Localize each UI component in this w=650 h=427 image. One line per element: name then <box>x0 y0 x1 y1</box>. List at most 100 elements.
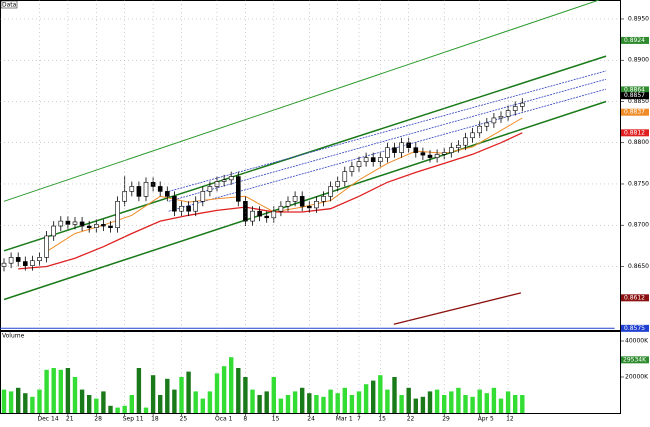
candle-body <box>498 116 504 119</box>
volume-marker <box>621 356 649 364</box>
volume-bar <box>221 366 227 413</box>
candle-body <box>292 196 298 202</box>
candle-body <box>193 201 198 212</box>
candle-body <box>470 132 475 139</box>
x-tick-label: 25 <box>180 416 188 423</box>
volume-bar <box>427 391 433 413</box>
volume-bar <box>406 387 411 413</box>
volume-bar <box>385 389 390 413</box>
price-panel <box>0 0 621 331</box>
x-tick-label: 28 <box>94 416 102 423</box>
y-tick-label: 0.8700 <box>628 222 649 229</box>
x-tick-label: 12 <box>506 416 514 423</box>
volume-bar <box>243 377 248 413</box>
candle-body <box>101 224 106 227</box>
volume-bar <box>321 396 326 413</box>
price-marker-label: 0.8812 <box>624 129 645 136</box>
candle-body <box>363 157 369 162</box>
candle-body <box>115 201 120 229</box>
x-tick-label: 15 <box>272 416 280 423</box>
volume-bar <box>413 398 418 413</box>
candle-body <box>165 191 170 197</box>
candle-body <box>22 261 28 266</box>
candle-body <box>463 137 468 146</box>
candle-body <box>236 176 241 202</box>
x-tick-label: 15 <box>378 416 386 423</box>
candle-body <box>377 157 383 162</box>
x-tick-label: Dec 14 <box>38 416 59 423</box>
candle-body <box>65 220 71 225</box>
candle-body <box>413 147 419 153</box>
volume-bar <box>271 377 276 413</box>
candle-body <box>136 186 142 197</box>
volume-bar <box>307 393 312 413</box>
volume-marker-label: 29534K <box>623 356 647 363</box>
candle-body <box>456 144 461 148</box>
candle-body <box>200 191 206 202</box>
candle-body <box>505 110 511 117</box>
volume-bar <box>278 398 284 413</box>
candle-body <box>79 221 85 227</box>
candle-body <box>321 196 326 202</box>
x-tick-label: Oca 1 <box>215 416 233 423</box>
volume-bar <box>165 378 170 413</box>
candle-body <box>129 186 135 192</box>
volume-bar <box>491 387 497 413</box>
volume-bar <box>200 398 205 413</box>
volume-bar <box>456 387 461 413</box>
volume-bar <box>378 375 383 413</box>
volume-bar <box>484 393 489 413</box>
price-marker-label: 0.8857 <box>624 92 645 99</box>
candle-body <box>44 235 49 258</box>
volume-bar <box>122 405 127 413</box>
volume-bar <box>520 395 525 413</box>
volume-bar <box>214 373 220 413</box>
volume-bar <box>498 398 504 413</box>
volume-bar <box>399 395 404 413</box>
volume-panel <box>0 331 621 414</box>
volume-bar <box>229 357 234 413</box>
candle-body <box>257 210 262 217</box>
price-marker-label: 0.8864 <box>624 86 645 93</box>
candle-body <box>271 210 277 219</box>
volume-bar <box>363 384 369 413</box>
candle-body <box>491 117 497 124</box>
volume-bar <box>371 380 376 413</box>
price-marker-label: 0.8924 <box>624 37 645 44</box>
volume-bar <box>257 395 262 413</box>
volume-bar <box>449 391 454 413</box>
candle-body <box>484 122 490 127</box>
volume-bar <box>179 377 184 413</box>
volume-bar <box>328 389 333 413</box>
y-tick-label: 0.8900 <box>628 57 649 64</box>
panel-title-box <box>0 0 18 9</box>
volume-tick-label: 40000K <box>625 338 649 345</box>
volume-bar <box>236 368 241 413</box>
volume-bar <box>186 371 191 413</box>
candle-body <box>143 182 149 197</box>
volume-bar <box>37 389 42 413</box>
price-marker <box>621 108 649 116</box>
candle-body <box>349 166 355 172</box>
candle-body <box>314 201 319 209</box>
candle-body <box>328 186 333 197</box>
overlay-line <box>393 292 522 325</box>
volume-bar <box>470 396 475 413</box>
volume-bar <box>193 391 198 413</box>
volume-bar <box>44 369 49 413</box>
volume-bar <box>150 375 156 413</box>
price-marker <box>621 86 649 94</box>
candle-body <box>243 201 248 222</box>
volume-bar <box>58 369 63 413</box>
overlay-line <box>168 78 607 202</box>
candle-body <box>519 102 525 107</box>
candle-body <box>427 154 433 158</box>
candle-body <box>172 196 177 212</box>
volume-bar <box>442 395 447 413</box>
volume-tick-label: 20000K <box>625 374 649 381</box>
candle-body <box>392 147 397 153</box>
volume-bar <box>264 391 269 413</box>
y-tick-label: 0.8950 <box>628 15 649 22</box>
